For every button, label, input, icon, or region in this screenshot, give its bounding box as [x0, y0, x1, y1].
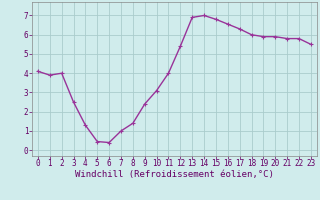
- X-axis label: Windchill (Refroidissement éolien,°C): Windchill (Refroidissement éolien,°C): [75, 170, 274, 179]
